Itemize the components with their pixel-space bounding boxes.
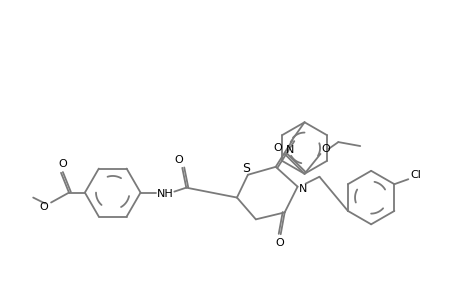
Text: O: O <box>275 238 284 248</box>
Text: O: O <box>39 202 48 212</box>
Text: N: N <box>285 145 293 155</box>
Text: S: S <box>241 162 249 175</box>
Text: N: N <box>299 184 307 194</box>
Text: O: O <box>273 143 281 153</box>
Text: O: O <box>58 159 67 169</box>
Text: O: O <box>174 155 182 165</box>
Text: Cl: Cl <box>410 170 421 180</box>
Text: O: O <box>320 144 329 154</box>
Text: NH: NH <box>157 189 174 199</box>
